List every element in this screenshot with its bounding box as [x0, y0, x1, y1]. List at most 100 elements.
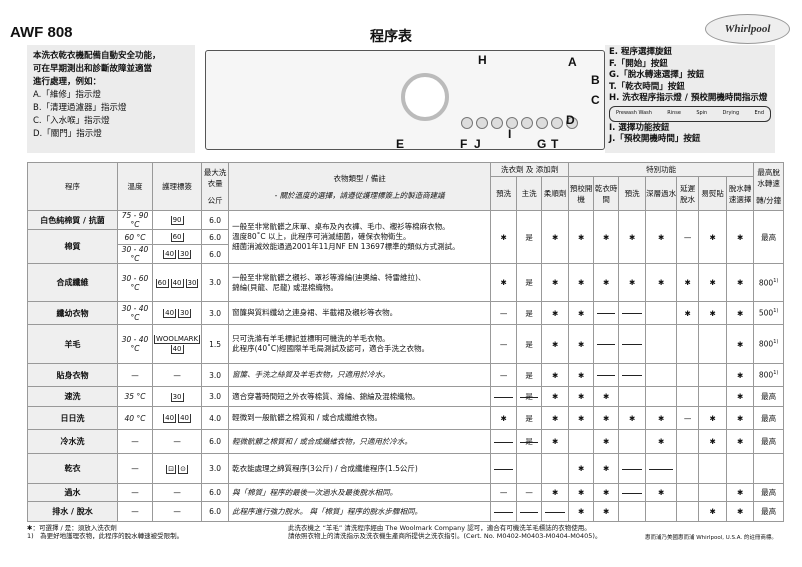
legend-j: J.「預校開機時間」按鈕	[609, 134, 701, 144]
program-description: 窗簾與質料纖幼之連身裙、半截裙及襯衫等衣物。	[228, 301, 492, 325]
function-mark: 是	[516, 363, 543, 387]
function-mark: ✱	[726, 386, 755, 407]
program-name: 合成纖維	[27, 263, 118, 302]
function-mark: 是	[516, 429, 543, 454]
program-name: 貼身衣物	[27, 363, 118, 387]
indicator-a: A.「維修」指示燈	[33, 90, 101, 100]
care-symbol-icon: 40	[170, 345, 184, 354]
page-title: 程序表	[370, 29, 412, 45]
not-applicable-line	[494, 396, 514, 398]
care-symbol-icon: 40	[178, 414, 191, 423]
function-mark	[676, 501, 700, 522]
panel-button	[506, 117, 518, 129]
function-mark	[618, 301, 647, 325]
function-mark: —	[516, 483, 543, 502]
table-row: 過水 — —6.0 與「棉質」程序的最後一次過水及最後脫水相同。 — — ✱ ✱ ✱ ✱ ✱ 最高	[27, 483, 785, 502]
care-symbol-icon: 60	[170, 233, 184, 242]
function-mark: ✱	[541, 363, 570, 387]
function-mark: 是	[516, 210, 543, 264]
header-col: 預洗	[490, 176, 518, 211]
desc-line: 細菌消滅效能通過2001年11月NF EN 13697標準的類似方式測試。	[232, 242, 460, 251]
header-program: 程序	[27, 162, 118, 211]
function-mark: ✱	[726, 210, 755, 264]
function-mark: ✱	[593, 483, 620, 502]
desc-line: 輕微到一般骯髒之棉質和 / 或合成纖維衣物。	[232, 413, 382, 422]
function-mark: ✱	[541, 406, 570, 430]
care-label-cell: 40 40	[151, 406, 203, 430]
program-description: 窗簾、手洗之絲質及羊毛衣物，只適用於冷水。	[228, 363, 492, 387]
function-mark: ✱	[645, 429, 678, 454]
function-mark	[698, 363, 728, 387]
program-name: 日日洗	[27, 406, 118, 430]
care-symbol-icon: 40	[170, 278, 184, 288]
function-mark	[698, 324, 728, 364]
function-mark: 是	[516, 406, 543, 430]
function-mark: 是	[516, 263, 543, 302]
progress-steps-diagram: Prewash Wash Rinse Spin Drying End	[609, 105, 771, 122]
spin-text: 最高	[761, 413, 777, 423]
dash: —	[173, 370, 181, 380]
not-applicable-line	[649, 468, 674, 470]
care-symbol-icon: 40	[163, 250, 177, 259]
dash: —	[173, 507, 181, 516]
function-mark	[645, 386, 678, 407]
safety-info-box: 本洗衣乾衣機配備自動安全功能， 可在早期測出和診斷故障並適當 進行處理，例如： …	[27, 45, 195, 153]
function-mark	[676, 363, 700, 387]
function-mark: ✱	[676, 263, 700, 302]
function-mark: ✱	[726, 363, 755, 387]
not-applicable-line	[597, 313, 616, 314]
footnote-ref: 1)	[773, 339, 779, 346]
max-spin-value: 最高	[753, 406, 785, 430]
care-symbol-icon: ⊡	[166, 464, 177, 474]
not-applicable-line	[622, 492, 643, 494]
care-label-cell: 30	[151, 386, 203, 407]
care-label-cell: WOOLMARK40	[151, 324, 203, 364]
program-knob	[401, 73, 449, 121]
panel-button	[521, 117, 533, 129]
function-mark: ✱	[593, 406, 620, 430]
function-mark	[645, 363, 678, 387]
desc-line: 此程序進行強力脫水。 與「棉質」程序的脫水步驟相同。	[232, 506, 423, 516]
temperature: —	[117, 483, 153, 502]
program-description: 一般至非常骯髒之床單、桌布及內衣褲、毛巾、襯衫等棉麻衣物。 溫度80˚C 以上，此…	[228, 210, 492, 264]
temperature: 30 - 60 °C	[117, 263, 153, 302]
function-mark: —	[490, 483, 518, 502]
function-mark: ✱	[541, 483, 570, 502]
function-mark: 是	[516, 324, 543, 364]
temperature: 30 - 40 °C	[117, 244, 153, 264]
legend-h: H. 洗衣程序指示燈 / 預校開機時間指示燈	[609, 93, 768, 103]
function-mark: ✱	[490, 263, 518, 302]
function-mark: ✱	[593, 501, 620, 522]
function-mark: ✱	[593, 453, 620, 484]
whirlpool-logo: Whirlpool	[705, 14, 790, 44]
function-mark: ✱	[645, 406, 678, 430]
trademark-note: 惠而浦乃美國惠而浦 Whirlpool, U.S.A. 的註冊商標。	[645, 535, 777, 541]
panel-button	[566, 117, 578, 129]
not-applicable-line	[622, 468, 643, 470]
function-mark: —	[676, 406, 700, 430]
function-mark	[516, 501, 543, 522]
desc-line: 此程序(40˚C)經國際羊毛局測試及認可，適合手洗之衣物。	[232, 344, 430, 353]
max-load: 6.0	[201, 244, 230, 264]
max-spin-value: 5001)	[753, 301, 785, 325]
function-mark: ✱	[568, 386, 595, 407]
label-a: A	[568, 55, 577, 69]
function-mark	[676, 483, 700, 502]
care-label-cell: 60 40 30	[151, 263, 203, 302]
table-row: 冷水洗 — —6.0 輕微骯髒之棉質和 / 或合成纖維衣物，只適用於冷水。是 ✱ ✱ ✱ ✱ ✱…	[27, 429, 785, 454]
intro-line: 進行處理，例如：	[33, 77, 102, 87]
function-mark: ✱	[645, 210, 678, 264]
function-mark: ✱	[593, 429, 620, 454]
spin-text: 最高	[761, 488, 777, 497]
step-label: Rinse	[667, 109, 681, 116]
program-name: 棉質	[27, 229, 118, 264]
function-mark	[645, 453, 678, 484]
max-spin-value: 最高	[753, 501, 785, 522]
function-mark: ✱	[676, 301, 700, 325]
step-label: Spin	[696, 109, 708, 116]
function-mark: ✱	[698, 501, 728, 522]
function-mark	[490, 501, 518, 522]
care-label-cell: ⊡ ⊙	[151, 453, 203, 484]
footnote: 1) 為更好地護理衣物，此程序的脫水轉速被受限制。	[27, 532, 184, 540]
care-symbol-icon: 30	[178, 309, 191, 318]
